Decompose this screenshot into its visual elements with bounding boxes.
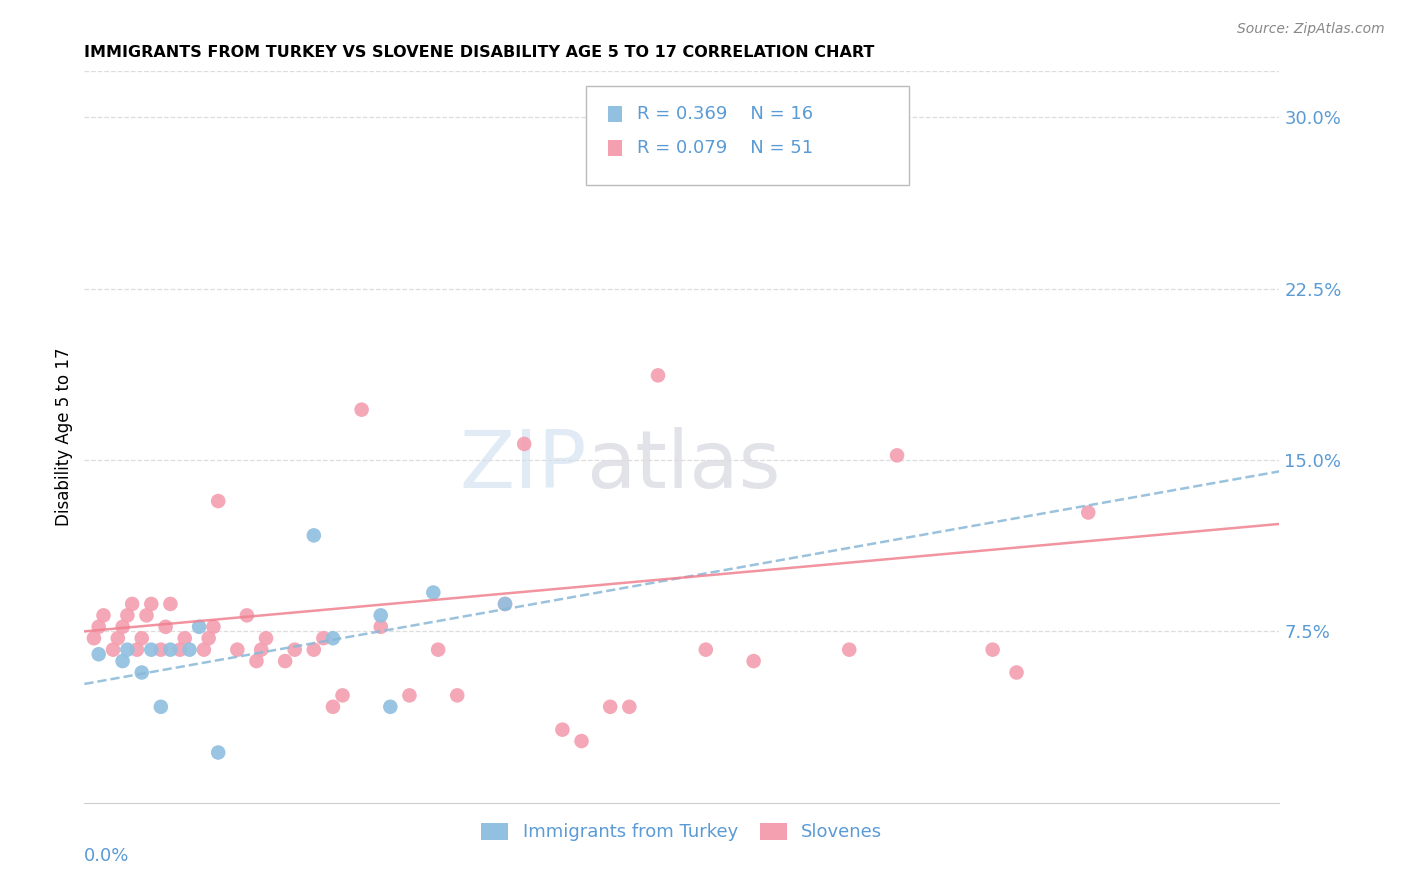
Point <box>226 642 249 657</box>
Point <box>571 734 593 748</box>
Point <box>169 642 191 657</box>
Text: R = 0.369    N = 16: R = 0.369 N = 16 <box>637 104 813 123</box>
Point <box>350 402 373 417</box>
Point <box>1077 506 1099 520</box>
Text: ZIP: ZIP <box>458 427 586 506</box>
Point <box>647 368 669 383</box>
Point <box>159 597 181 611</box>
Point <box>284 642 307 657</box>
Point <box>93 608 115 623</box>
Point <box>111 654 134 668</box>
Text: R = 0.079    N = 51: R = 0.079 N = 51 <box>637 139 813 157</box>
Text: 0.0%: 0.0% <box>84 847 129 864</box>
FancyBboxPatch shape <box>607 140 623 156</box>
Point <box>838 642 860 657</box>
Point <box>1005 665 1028 680</box>
Point <box>494 597 516 611</box>
Text: atlas: atlas <box>586 427 780 506</box>
Text: Source: ZipAtlas.com: Source: ZipAtlas.com <box>1237 22 1385 37</box>
Point <box>141 642 163 657</box>
Point <box>111 620 134 634</box>
Point <box>193 642 215 657</box>
Point <box>87 647 110 661</box>
Point <box>197 632 219 646</box>
Point <box>494 597 516 611</box>
Point <box>322 632 344 646</box>
Y-axis label: Disability Age 5 to 17: Disability Age 5 to 17 <box>55 348 73 526</box>
Point <box>202 620 225 634</box>
Point <box>236 608 259 623</box>
Point <box>302 528 325 542</box>
Point <box>312 632 335 646</box>
Point <box>117 608 139 623</box>
Point <box>302 642 325 657</box>
Point <box>322 699 344 714</box>
Point <box>131 632 153 646</box>
Point <box>422 585 444 599</box>
Point <box>398 689 420 703</box>
Point <box>121 597 143 611</box>
Point <box>87 620 110 634</box>
Point <box>886 449 908 463</box>
Point <box>742 654 765 668</box>
Point <box>370 620 392 634</box>
Point <box>149 642 172 657</box>
Point <box>141 597 163 611</box>
Point <box>155 620 177 634</box>
FancyBboxPatch shape <box>607 106 623 122</box>
Point <box>101 642 124 657</box>
Point <box>551 723 574 737</box>
Point <box>695 642 717 657</box>
Point <box>207 746 229 760</box>
Point <box>254 632 277 646</box>
Point <box>250 642 273 657</box>
Point <box>513 437 536 451</box>
Point <box>274 654 297 668</box>
Point <box>245 654 267 668</box>
Point <box>207 494 229 508</box>
Legend: Immigrants from Turkey, Slovenes: Immigrants from Turkey, Slovenes <box>474 815 890 848</box>
Text: IMMIGRANTS FROM TURKEY VS SLOVENE DISABILITY AGE 5 TO 17 CORRELATION CHART: IMMIGRANTS FROM TURKEY VS SLOVENE DISABI… <box>84 45 875 61</box>
Point <box>117 642 139 657</box>
FancyBboxPatch shape <box>586 86 910 185</box>
Point <box>173 632 195 646</box>
Point <box>446 689 468 703</box>
Point <box>149 699 172 714</box>
Point <box>179 642 201 657</box>
Point <box>599 699 621 714</box>
Point <box>427 642 450 657</box>
Point <box>380 699 402 714</box>
Point <box>107 632 129 646</box>
Point <box>135 608 157 623</box>
Point <box>619 699 641 714</box>
Point <box>125 642 148 657</box>
Point <box>159 642 181 657</box>
Point <box>131 665 153 680</box>
Point <box>332 689 354 703</box>
Point <box>83 632 105 646</box>
Point <box>370 608 392 623</box>
Point <box>981 642 1004 657</box>
Point <box>188 620 211 634</box>
